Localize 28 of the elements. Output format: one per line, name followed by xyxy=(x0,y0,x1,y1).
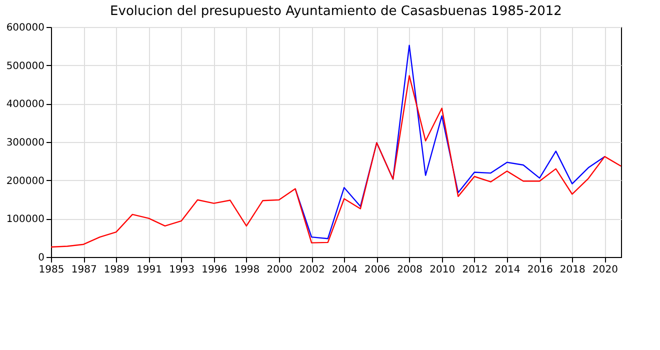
x-tick-label: 1987 xyxy=(71,264,97,276)
x-tick-label: 2004 xyxy=(332,264,358,276)
x-tick-label: 1993 xyxy=(169,264,195,276)
x-tick-label: 2006 xyxy=(364,264,390,276)
y-tick-label: 0 xyxy=(38,252,44,264)
y-tick-label: 300000 xyxy=(6,138,44,148)
y-tick-label: 200000 xyxy=(6,176,44,187)
chart-title: Evolucion del presupuesto Ayuntamiento de Casasbuenas 1985-2012 xyxy=(110,4,562,19)
x-tick-label: 1998 xyxy=(234,264,260,276)
x-tick-label: 1996 xyxy=(202,264,228,276)
y-tick-label: 100000 xyxy=(6,214,44,226)
x-tick-label: 2012 xyxy=(462,264,488,276)
x-tick-label: 2002 xyxy=(299,264,325,276)
line-series xyxy=(50,75,622,248)
y-tick-label: 400000 xyxy=(6,99,44,110)
x-tick-label: 2010 xyxy=(430,264,456,276)
x-tick-label: 1989 xyxy=(104,264,130,276)
x-tick-label: 2014 xyxy=(494,264,520,276)
x-tick-label: 2018 xyxy=(560,264,586,276)
y-tick-label: 500000 xyxy=(6,60,44,72)
x-tick-label: 2020 xyxy=(592,264,618,276)
x-tick-label: 1985 xyxy=(38,264,64,276)
x-tick-label: 2008 xyxy=(397,264,423,276)
x-tick-label: 2000 xyxy=(266,264,292,276)
y-tick-label: 600000 xyxy=(6,22,44,34)
x-tick-label: 2016 xyxy=(527,264,553,276)
line-series xyxy=(294,44,606,240)
x-tick-label: 1991 xyxy=(136,264,162,276)
